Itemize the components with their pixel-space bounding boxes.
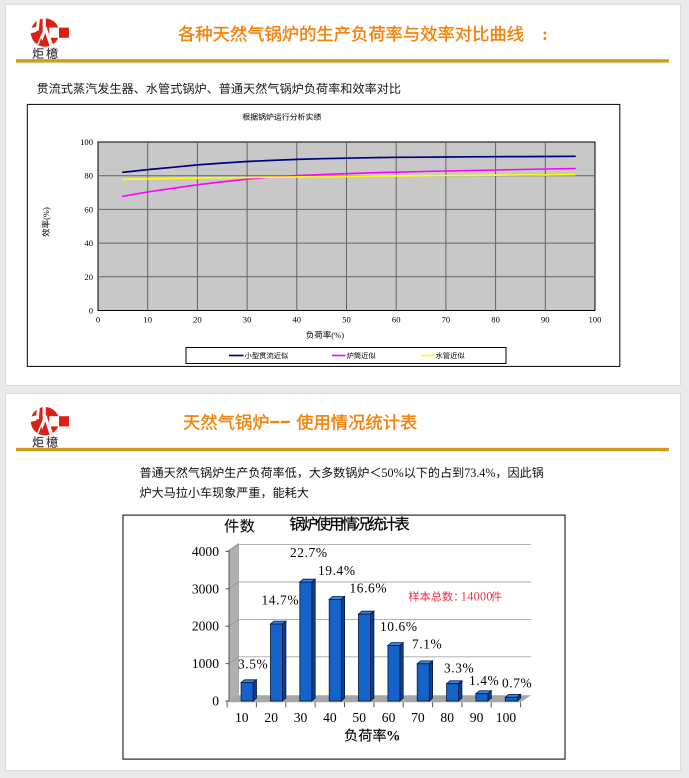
svg-text:4000: 4000 [192, 544, 219, 559]
svg-text:50%: 50% [382, 466, 404, 480]
svg-text:3.3%: 3.3% [444, 661, 474, 676]
svg-text:22.7%: 22.7% [290, 545, 328, 560]
svg-text:10.6%: 10.6% [380, 619, 418, 634]
svg-text:3000: 3000 [192, 581, 219, 596]
svg-text:%: % [386, 729, 401, 745]
svg-text:30: 30 [243, 315, 252, 325]
svg-text:0.7%: 0.7% [502, 676, 532, 691]
svg-text:0: 0 [89, 306, 93, 316]
svg-text:10: 10 [235, 710, 249, 725]
svg-text:16.6%: 16.6% [350, 581, 388, 596]
svg-text:50: 50 [342, 315, 351, 325]
svg-text:90: 90 [470, 710, 484, 725]
svg-text:20: 20 [264, 710, 278, 725]
svg-text:30: 30 [294, 710, 308, 725]
svg-text:73.4%: 73.4% [464, 466, 495, 480]
svg-text:100: 100 [496, 710, 517, 725]
svg-text:14000: 14000 [461, 590, 493, 604]
svg-text:70: 70 [411, 710, 425, 725]
svg-text:60: 60 [392, 315, 401, 325]
svg-text::: : [542, 24, 548, 44]
svg-text:20: 20 [193, 315, 202, 325]
svg-text:7.1%: 7.1% [412, 637, 442, 652]
svg-text:0: 0 [212, 694, 219, 709]
svg-text:50: 50 [352, 710, 366, 725]
svg-text:100: 100 [589, 315, 602, 325]
svg-text:80: 80 [491, 315, 500, 325]
svg-text:(%): (%) [41, 207, 51, 220]
svg-text:20: 20 [84, 272, 93, 282]
svg-text:19.4%: 19.4% [318, 563, 356, 578]
svg-text:80: 80 [84, 171, 93, 181]
svg-text:2000: 2000 [192, 619, 219, 634]
svg-text:1000: 1000 [192, 656, 219, 671]
svg-text:0: 0 [96, 315, 100, 325]
svg-text:10: 10 [143, 315, 152, 325]
svg-text:100: 100 [80, 137, 93, 147]
svg-text:90: 90 [541, 315, 550, 325]
svg-text:70: 70 [442, 315, 451, 325]
svg-text:40: 40 [323, 710, 337, 725]
svg-text:40: 40 [84, 238, 93, 248]
svg-text:60: 60 [84, 204, 93, 214]
svg-text:40: 40 [293, 315, 302, 325]
svg-text:80: 80 [440, 710, 454, 725]
svg-text:3.5%: 3.5% [238, 657, 268, 672]
svg-text:(%): (%) [331, 330, 344, 340]
svg-text:60: 60 [382, 710, 396, 725]
svg-text:1.4%: 1.4% [469, 673, 499, 688]
svg-text:14.7%: 14.7% [262, 593, 300, 608]
